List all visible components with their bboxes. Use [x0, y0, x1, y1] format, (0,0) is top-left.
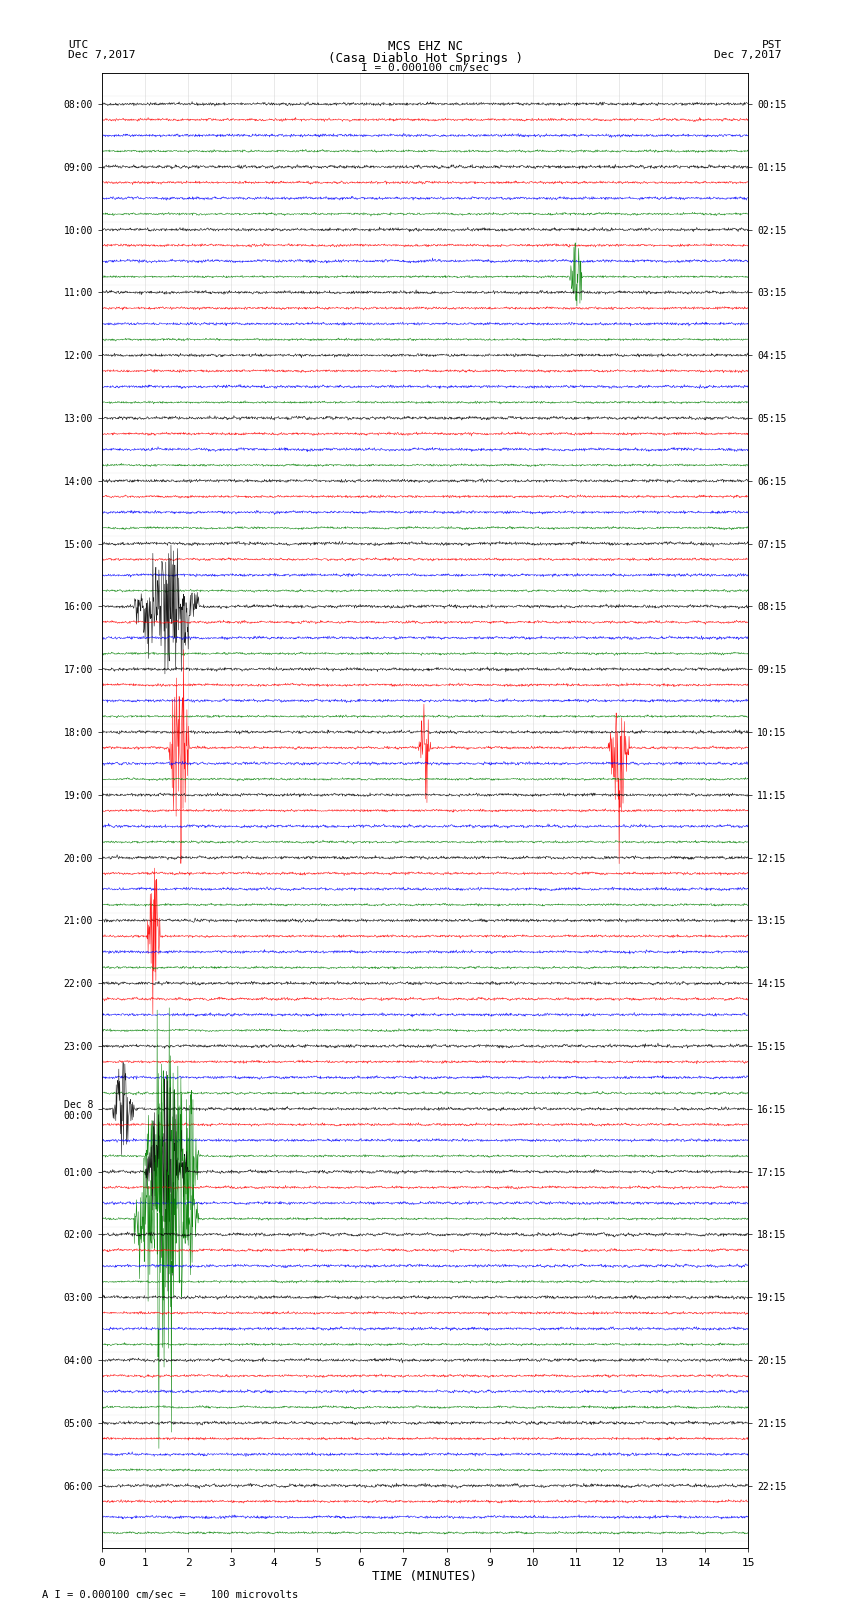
Text: I = 0.000100 cm/sec: I = 0.000100 cm/sec — [361, 63, 489, 73]
X-axis label: TIME (MINUTES): TIME (MINUTES) — [372, 1571, 478, 1584]
Text: MCS EHZ NC: MCS EHZ NC — [388, 40, 462, 53]
Text: A I = 0.000100 cm/sec =    100 microvolts: A I = 0.000100 cm/sec = 100 microvolts — [42, 1590, 298, 1600]
Text: Dec 7,2017: Dec 7,2017 — [715, 50, 782, 60]
Text: PST: PST — [762, 40, 782, 50]
Text: UTC: UTC — [68, 40, 88, 50]
Text: (Casa Diablo Hot Springs ): (Casa Diablo Hot Springs ) — [327, 52, 523, 65]
Text: Dec 7,2017: Dec 7,2017 — [68, 50, 135, 60]
